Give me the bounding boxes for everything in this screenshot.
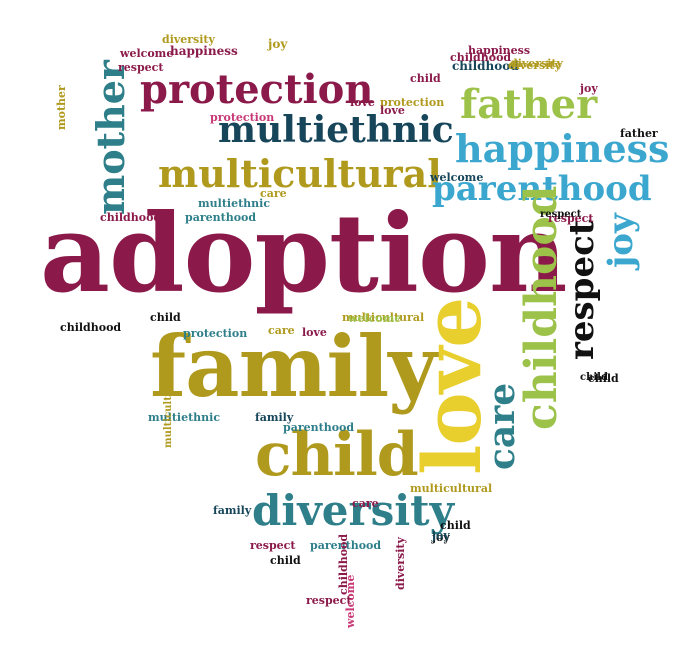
word-small: multicultural — [410, 482, 493, 495]
word-small: diversity — [162, 33, 215, 46]
word-small: protection — [210, 111, 275, 124]
word-diversity: diversity — [252, 486, 454, 535]
word-small: respect — [118, 61, 164, 74]
word-father: father — [460, 81, 598, 128]
word-multiethnic: multiethnic — [218, 109, 454, 151]
word-care: care — [481, 382, 523, 470]
word-small: multiethnic — [148, 411, 221, 424]
word-small: welcome — [120, 47, 174, 60]
word-small: childhood — [452, 59, 519, 73]
word-small: child — [410, 72, 441, 85]
word-small: love — [350, 96, 375, 109]
word-small: respect — [306, 594, 352, 607]
word-small: happiness — [170, 44, 238, 58]
word-small: multicultural — [342, 311, 425, 324]
word-small: care — [352, 497, 379, 510]
word-small: joy — [432, 531, 450, 544]
word-small: respect — [250, 539, 296, 552]
word-small: parenthood — [310, 539, 382, 552]
word-parenthood: parenthood — [432, 169, 652, 209]
word-small: respect — [540, 209, 582, 220]
word-small: care — [260, 187, 287, 200]
word-small: family — [255, 411, 294, 424]
word-small: happiness — [468, 44, 531, 57]
word-small: child — [440, 519, 471, 532]
word-adoption: adoption — [40, 191, 568, 317]
word-small: joy — [432, 529, 450, 542]
word-love: love — [405, 297, 499, 475]
word-small: childhood — [100, 211, 162, 224]
word-protection: protection — [140, 66, 374, 113]
word-happiness: happiness — [455, 126, 670, 171]
word-child: child — [255, 420, 419, 490]
word-small: father — [620, 127, 658, 140]
word-small: protection — [183, 327, 248, 340]
word-small: love — [380, 104, 405, 117]
word-small: love — [302, 326, 327, 339]
word-small: childhood — [450, 51, 512, 64]
word-small: childhood — [60, 321, 122, 334]
word-small: family — [213, 504, 252, 517]
word-small: welcome — [430, 171, 484, 184]
word-small: joy — [268, 37, 288, 51]
word-small: welcome — [348, 312, 402, 325]
word-small: care — [268, 324, 295, 337]
word-small: child — [270, 554, 301, 567]
word-family: family — [150, 317, 437, 416]
word-small: child — [580, 372, 608, 383]
word-small: child — [150, 311, 181, 324]
word-small: child — [588, 372, 619, 385]
word-small: parenthood — [185, 211, 257, 224]
word-small: diversity — [394, 537, 407, 590]
word-multicultural: multicultural — [158, 151, 442, 196]
word-small: joy — [580, 82, 598, 95]
word-small: diversity — [510, 57, 563, 70]
word-small: protection — [380, 96, 445, 109]
word-small: mother — [55, 85, 68, 130]
word-small: respect — [548, 212, 594, 225]
word-small: diversity — [508, 59, 561, 72]
word-small: multicultural — [163, 373, 174, 448]
word-joy: joy — [601, 213, 641, 268]
word-small: parenthood — [283, 421, 355, 434]
word-small: multiethnic — [198, 197, 271, 210]
word-mother: mother — [88, 60, 133, 215]
word-respect: respect — [562, 219, 602, 361]
